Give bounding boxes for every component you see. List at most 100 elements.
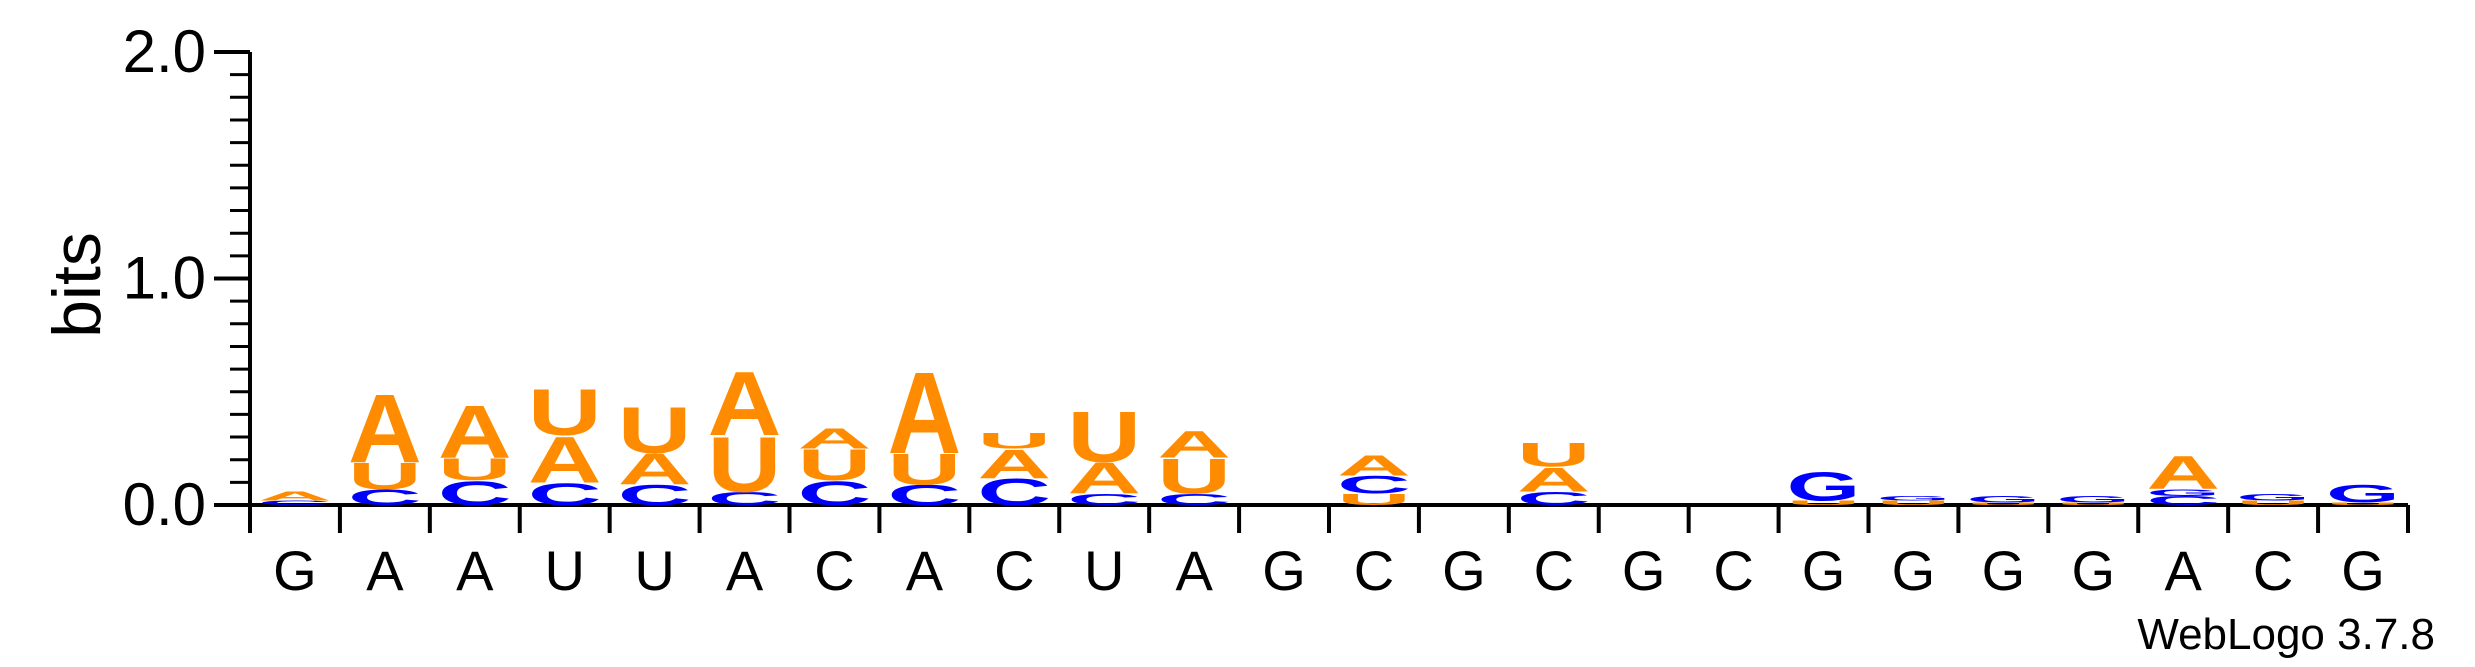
position-stack: UG (1787, 464, 1861, 509)
logo-letter-c: C (438, 474, 512, 513)
logo-letter-u: U (438, 452, 512, 487)
x-tick-label: C (994, 539, 1034, 602)
weblogo-credit: WebLogo 3.7.8 (2137, 610, 2435, 659)
logo-letter-a: A (1157, 424, 1231, 466)
logo-letter-c: C (798, 474, 872, 513)
x-tick-label: G (1622, 539, 1666, 602)
logo-letter-a: A (348, 375, 422, 483)
logo-letter-u: U (2236, 499, 2310, 506)
x-tick-label: A (2165, 539, 2203, 602)
x-tick-label: A (906, 539, 944, 602)
logo-letter-u: U (1067, 397, 1141, 478)
logo-letter-u: U (708, 422, 782, 509)
logo-letter-c: C (1067, 491, 1141, 508)
logo-letter-a: A (1337, 450, 1411, 482)
logo-letter-g: G (1877, 495, 1951, 502)
logo-letter-a: A (888, 349, 962, 479)
position-stack: CUA (798, 423, 872, 513)
logo-letter-u: U (888, 445, 962, 494)
x-tick-label: A (366, 539, 404, 602)
position-stack: UCA (1337, 450, 1411, 509)
logo-letter-c: C (1157, 491, 1231, 508)
position-stack: UG (2236, 492, 2310, 506)
x-tick-label: G (1982, 539, 2026, 602)
logo-letter-c: C (708, 488, 782, 509)
logo-letter-u: U (977, 428, 1051, 453)
logo-letter-g: G (2326, 480, 2400, 508)
x-tick-label: G (273, 539, 317, 602)
logo-letter-u: U (528, 376, 602, 450)
logo-letter-g: G (2146, 488, 2220, 499)
logo-letter-g: G (1787, 464, 1861, 509)
position-stack: CGA (2146, 446, 2220, 507)
logo-letter-a: A (438, 390, 512, 474)
position-stack: CUA (348, 375, 422, 510)
logo-letter-u: U (2326, 502, 2400, 505)
logo-letter-u: U (798, 440, 872, 489)
x-tick-label: G (1802, 539, 1846, 602)
y-tick-label: 0.0 (123, 471, 206, 538)
logo-letter-u: U (1337, 491, 1411, 508)
position-stack: CA (258, 489, 332, 506)
logo-letter-c: C (618, 479, 692, 511)
logo-letter-u: U (1877, 499, 1951, 506)
logo-letter-c: C (258, 499, 332, 506)
x-tick-label: A (456, 539, 494, 602)
logo-letter-g: G (1967, 494, 2041, 505)
position-stack: CUA (888, 349, 962, 511)
x-tick-label: G (1262, 539, 1306, 602)
logo-letter-u: U (1967, 502, 2041, 505)
position-stack: CAU (528, 376, 602, 512)
x-tick-label: G (2072, 539, 2116, 602)
x-tick-label: G (1442, 539, 1486, 602)
logo-letter-c: C (1337, 471, 1411, 499)
position-stack: UG (1877, 495, 1951, 507)
position-stack: CAU (1067, 397, 1141, 509)
logo-letter-a: A (618, 445, 692, 494)
logo-letter-a: A (977, 442, 1051, 487)
position-stack: CUA (438, 390, 512, 513)
logo-letter-c: C (888, 479, 962, 511)
y-axis: 0.0 1.0 2.0 (123, 18, 252, 538)
x-tick-label: C (1713, 539, 1753, 602)
position-stack: UG (2326, 480, 2400, 508)
x-tick-label: U (1084, 539, 1124, 602)
y-axis-label: bits (39, 232, 115, 338)
logo-letter-g: G (2056, 494, 2130, 505)
logo-letter-c: C (2146, 494, 2220, 508)
logo-letter-u: U (1157, 449, 1231, 505)
logo-letter-a: A (528, 423, 602, 497)
position-stack: CUA (1157, 424, 1231, 509)
logo-letter-u: U (1787, 499, 1861, 506)
position-stack: CAU (1517, 436, 1591, 509)
logo-letter-u: U (348, 455, 422, 497)
position-stack: CAU (618, 394, 692, 511)
letter-stacks: CA CUACUACAUCAUCUACUACUACAUCAUCUAUCACAUUG… (258, 349, 2400, 514)
logo-letter-c: C (348, 485, 422, 510)
y-tick-label: 2.0 (123, 18, 206, 85)
logo-letter-a: A (1067, 454, 1141, 503)
logo-letter-u: U (618, 394, 692, 468)
logo-letter-a: A (1517, 461, 1591, 500)
x-tick-label: A (726, 539, 764, 602)
logo-letter-c: C (1517, 488, 1591, 509)
logo-letter-a: A (258, 489, 332, 503)
position-stack: UG (1967, 494, 2041, 505)
x-tick-label: U (634, 539, 674, 602)
logo-letter-u: U (1517, 436, 1591, 475)
x-tick-label: C (814, 539, 854, 602)
x-tick-label: C (1354, 539, 1394, 602)
y-tick-label: 1.0 (123, 245, 206, 312)
logo-letter-g: G (2236, 492, 2310, 503)
x-tick-label: C (2253, 539, 2293, 602)
x-tick-label: G (2341, 539, 2385, 602)
logo-letter-c: C (528, 477, 602, 512)
logo-letter-a: A (2146, 446, 2220, 499)
x-tick-label: A (1175, 539, 1213, 602)
x-tick-label: G (1892, 539, 1936, 602)
x-tick-label: U (544, 539, 584, 602)
position-stack: CAU (977, 428, 1051, 513)
